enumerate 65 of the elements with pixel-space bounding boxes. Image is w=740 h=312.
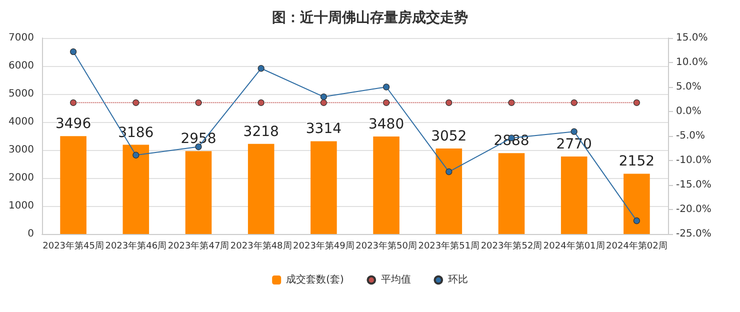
x-tick-label: 2023年第51周 — [418, 240, 480, 252]
legend-label: 环比 — [448, 274, 468, 286]
data-label: 3496 — [55, 116, 92, 132]
legend-label: 平均值 — [380, 274, 411, 286]
point — [132, 99, 140, 106]
bar — [624, 174, 650, 234]
point — [570, 128, 578, 135]
y2-tick-label: -10.0% — [676, 155, 712, 166]
x-tick-label: 2024年第01周 — [543, 240, 605, 252]
bar — [310, 141, 337, 234]
y2-tick-label: 0.0% — [676, 106, 702, 117]
point — [320, 94, 327, 100]
bar — [248, 144, 274, 234]
y2-tick-label: -20.0% — [676, 204, 712, 215]
y2-tick-label: 10.0% — [676, 57, 708, 68]
y-tick-label: 3000 — [8, 144, 34, 156]
data-label: 3314 — [306, 121, 342, 138]
y-tick-label: 6000 — [8, 60, 34, 72]
point — [70, 48, 77, 56]
point — [70, 99, 77, 106]
y2-tick-label: -15.0% — [676, 180, 712, 190]
legend-label: 成交套数(套) — [286, 274, 344, 286]
data-label: 2152 — [618, 154, 655, 170]
y-tick-label: 4000 — [8, 116, 34, 128]
point — [446, 99, 452, 106]
point — [258, 99, 264, 106]
bar — [122, 144, 150, 234]
y2-tick-label: 5.0% — [676, 82, 702, 92]
point — [633, 217, 640, 224]
data-label: 3480 — [368, 116, 404, 133]
y2-tick-label: -25.0% — [676, 228, 712, 240]
point — [633, 99, 640, 106]
data-label: 3218 — [243, 124, 279, 140]
point — [320, 99, 327, 106]
bar — [60, 136, 86, 234]
x-tick-label: 2024年第02周 — [606, 240, 668, 252]
x-tick-label: 2023年第50周 — [356, 240, 417, 252]
point — [195, 99, 202, 106]
chart-title: 图：近十周佛山存量房成交走势 — [272, 9, 468, 26]
x-tick-label: 2023年第45周 — [42, 240, 104, 252]
point — [570, 99, 578, 106]
bar — [185, 151, 212, 234]
y-tick-label: 1000 — [8, 200, 34, 212]
point — [383, 84, 390, 90]
y-tick-label: 7000 — [8, 32, 34, 44]
x-tick-label: 2023年第47周 — [168, 240, 230, 252]
point — [508, 99, 515, 106]
x-tick-label: 2023年第48周 — [230, 240, 292, 252]
point — [383, 99, 390, 106]
bar — [436, 148, 462, 234]
point — [132, 152, 140, 158]
bar — [373, 136, 400, 234]
bar — [498, 153, 525, 234]
x-tick-label: 2023年第52周 — [480, 240, 542, 252]
bar — [560, 156, 588, 234]
data-label: 3052 — [431, 128, 467, 145]
y-tick-label: 2000 — [8, 172, 34, 184]
y2-tick-label: -5.0% — [676, 130, 706, 142]
y-tick-label: 0 — [28, 228, 34, 240]
x-tick-label: 2023年第46周 — [105, 240, 167, 252]
x-tick-label: 2023年第49周 — [293, 240, 354, 252]
point — [446, 168, 452, 176]
y2-tick-label: 15.0% — [676, 32, 708, 44]
y-tick-label: 5000 — [8, 88, 34, 100]
point — [258, 65, 264, 72]
